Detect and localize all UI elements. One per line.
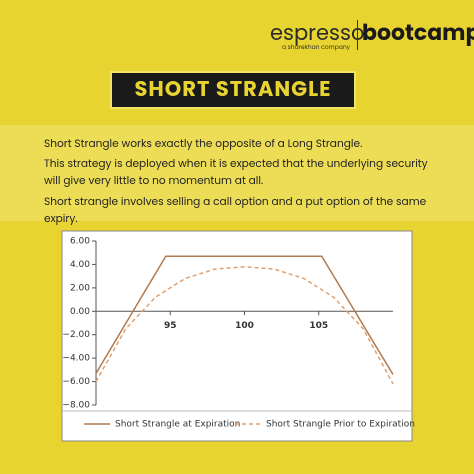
series-line <box>95 266 394 385</box>
program: bootcamp <box>362 17 474 48</box>
y-tick-label: 4.00 <box>70 260 90 270</box>
series-line <box>95 255 394 375</box>
title: SHORT STRANGLE <box>110 71 356 109</box>
legend-label: Short Strangle Prior to Expiration <box>266 420 415 430</box>
x-tick-label: 100 <box>235 321 254 331</box>
tagline: a sharekhan company <box>282 44 351 52</box>
y-tick-label: −4.00 <box>62 354 90 364</box>
legend-label: Short Strangle at Expiration <box>115 420 240 430</box>
y-tick-label: −6.00 <box>62 377 90 387</box>
x-tick-label: 105 <box>309 321 328 331</box>
separator <box>357 20 358 50</box>
y-tick-label: 6.00 <box>70 237 90 247</box>
y-tick-label: −8.00 <box>62 401 90 411</box>
text-band <box>0 125 474 221</box>
brand: espresso <box>270 19 365 48</box>
x-tick-label: 95 <box>164 321 177 331</box>
paragraph: Short strangle involves selling a call o… <box>44 194 427 226</box>
y-tick-label: 2.00 <box>70 283 90 293</box>
y-tick-label: 0.00 <box>70 307 90 317</box>
y-tick-label: −2.00 <box>62 330 90 340</box>
paragraph: Short Strangle works exactly the opposit… <box>44 136 363 151</box>
paragraph: This strategy is deployed when it is exp… <box>44 156 428 188</box>
chart-frame <box>61 230 413 442</box>
